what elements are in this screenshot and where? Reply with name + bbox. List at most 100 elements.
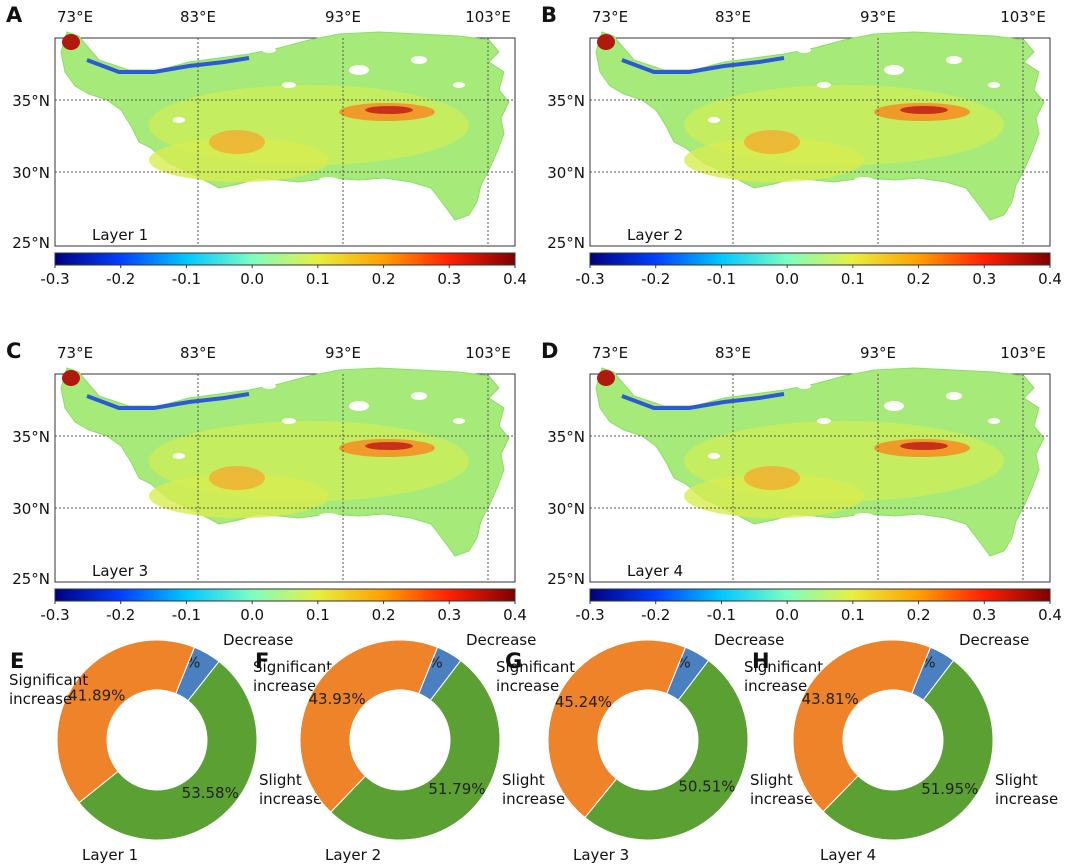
lon-tick-label: 73°E xyxy=(592,344,628,362)
lon-tick-label: 103°E xyxy=(465,344,511,362)
colorbar-tick-label: -0.2 xyxy=(106,606,135,624)
colorbar-tick-label: 0.3 xyxy=(972,606,996,624)
field-hotspot xyxy=(365,442,413,450)
lon-tick-label: 93°E xyxy=(860,344,896,362)
category-label-significant: increase xyxy=(744,677,807,695)
map-panel-a: A 73°E 83°E 93°E 103°E 35°N 30°N 25°N Layer 1 -0.… xyxy=(6,3,527,288)
colorbar-tick-label: 0.1 xyxy=(306,270,330,288)
lat-tick-label: 25°N xyxy=(12,234,50,252)
field-lake xyxy=(262,47,276,53)
lat-tick-label: 30°N xyxy=(547,164,585,182)
colorbar-tick-label: -0.3 xyxy=(575,606,604,624)
colorbar-tick-label: -0.1 xyxy=(707,270,736,288)
field-lake xyxy=(349,401,369,411)
lat-tick-label: 35°N xyxy=(12,92,50,110)
lat-tick-label: 25°N xyxy=(547,570,585,588)
lat-tick-label: 30°N xyxy=(547,500,585,518)
map-panels: A 73°E 83°E 93°E 103°E 35°N 30°N 25°N Layer 1 -0.… xyxy=(6,3,1062,624)
field-hotspot xyxy=(365,106,413,114)
layer-label: Layer 2 xyxy=(627,226,683,244)
lon-tick-label: 83°E xyxy=(715,344,751,362)
field-hotspot xyxy=(597,370,615,386)
layer-label: Layer 4 xyxy=(627,562,683,580)
panel-letter: D xyxy=(541,339,558,363)
slice-percent-label: 41.89% xyxy=(68,686,125,704)
field-lake xyxy=(282,82,296,88)
slice-percent-label: 43.93% xyxy=(308,690,365,708)
panel-letter: H xyxy=(752,649,770,673)
field-lake xyxy=(411,56,427,64)
colorbar-tick-label: -0.1 xyxy=(172,606,201,624)
panel-letter: E xyxy=(10,649,24,673)
lat-tick-label: 35°N xyxy=(547,92,585,110)
colorbar-tick-label: -0.2 xyxy=(106,270,135,288)
lon-tick-label: 73°E xyxy=(592,8,628,26)
category-label-slight: increase xyxy=(750,790,813,808)
colorbar-tick-label: -0.3 xyxy=(40,606,69,624)
category-label-significant: Significant xyxy=(253,658,332,676)
map-panel-b: B 73°E 83°E 93°E 103°E 35°N 30°N 25°N Layer 2 -0.… xyxy=(541,3,1062,288)
colorbar-tick-label: 0.0 xyxy=(240,270,264,288)
category-label-slight: increase xyxy=(502,790,565,808)
lat-tick-label: 30°N xyxy=(12,500,50,518)
field-decrease-band xyxy=(621,392,785,410)
colorbar-tick-label: 0.3 xyxy=(972,270,996,288)
field-lake xyxy=(708,117,720,123)
lon-tick-label: 103°E xyxy=(465,8,511,26)
colorbar xyxy=(589,252,1051,266)
lat-tick-label: 35°N xyxy=(547,428,585,446)
field-yellow xyxy=(149,138,329,182)
donut-charts: 4.53%53.58%41.89%EDecreaseSignificantinc… xyxy=(9,631,1058,864)
field-lake xyxy=(884,401,904,411)
colorbar-tick-label: 0.0 xyxy=(240,606,264,624)
category-label-significant: Significant xyxy=(9,671,88,689)
category-label-slight: Slight xyxy=(259,771,302,789)
colorbar-tick-label: 0.1 xyxy=(306,606,330,624)
colorbar-tick-label: 0.3 xyxy=(437,270,461,288)
slice-percent-label: 51.95% xyxy=(921,780,978,798)
slice-percent-label: 50.51% xyxy=(678,777,735,795)
lon-tick-label: 103°E xyxy=(1000,8,1046,26)
layer-label: Layer 1 xyxy=(92,226,148,244)
donut-layer-title: Layer 4 xyxy=(820,846,876,864)
field-lake xyxy=(708,453,720,459)
colorbar xyxy=(54,252,516,266)
donut-layer-title: Layer 1 xyxy=(82,846,138,864)
colorbar-tick-label: 0.0 xyxy=(775,606,799,624)
map-panel-d: D 73°E 83°E 93°E 103°E 35°N 30°N 25°N Layer 4 -0.… xyxy=(541,339,1062,624)
field-lake xyxy=(797,47,811,53)
field-lake xyxy=(319,177,339,183)
field-lake xyxy=(884,65,904,75)
lon-tick-label: 93°E xyxy=(325,344,361,362)
colorbar-tick-label: 0.2 xyxy=(372,606,396,624)
category-label-decrease: Decrease xyxy=(223,631,293,649)
lon-tick-label: 73°E xyxy=(57,8,93,26)
colorbar-tick-label: 0.1 xyxy=(841,270,865,288)
donut-slice xyxy=(792,639,932,813)
category-label-decrease: Decrease xyxy=(714,631,784,649)
colorbar-tick-label: -0.2 xyxy=(641,606,670,624)
panel-letter: C xyxy=(6,339,21,363)
panel-letter: A xyxy=(6,3,23,27)
plateau-field xyxy=(60,31,510,221)
category-label-slight: Slight xyxy=(502,771,545,789)
donut-slice xyxy=(299,639,439,813)
slice-percent-label: 45.24% xyxy=(555,693,612,711)
panel-letter: G xyxy=(505,649,522,673)
map-panel-c: C 73°E 83°E 93°E 103°E 35°N 30°N 25°N Layer 3 -0.… xyxy=(6,339,527,624)
category-label-significant: increase xyxy=(253,677,316,695)
field-hotspot xyxy=(62,370,80,386)
donut-slice xyxy=(822,659,994,841)
layer-label: Layer 3 xyxy=(92,562,148,580)
donut-chart-f: 4.28%51.79%43.93%FDecreaseSignificantinc… xyxy=(255,631,575,864)
field-hotspot xyxy=(900,442,948,450)
plateau-field xyxy=(60,367,510,557)
field-lake xyxy=(946,56,962,64)
field-lake xyxy=(988,82,1000,88)
category-label-slight: increase xyxy=(995,790,1058,808)
colorbar xyxy=(589,588,1051,602)
colorbar-tick-label: 0.4 xyxy=(503,270,527,288)
lat-tick-label: 25°N xyxy=(547,234,585,252)
plateau-field xyxy=(595,367,1045,557)
